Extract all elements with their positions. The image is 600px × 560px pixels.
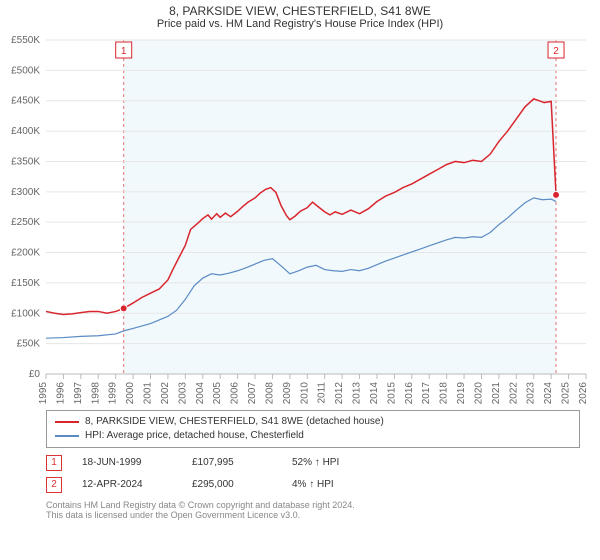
svg-text:£450K: £450K bbox=[11, 96, 40, 107]
svg-text:1997: 1997 bbox=[73, 382, 84, 405]
chart-area: £0£50K£100K£150K£200K£250K£300K£350K£400… bbox=[46, 34, 586, 404]
page-title: 8, PARKSIDE VIEW, CHESTERFIELD, S41 8WE bbox=[0, 0, 600, 18]
svg-text:1999: 1999 bbox=[108, 382, 119, 405]
sale-date: 18-JUN-1999 bbox=[82, 452, 172, 474]
svg-text:2007: 2007 bbox=[247, 382, 258, 405]
svg-text:2008: 2008 bbox=[264, 382, 275, 405]
chart-container: 8, PARKSIDE VIEW, CHESTERFIELD, S41 8WE … bbox=[0, 0, 600, 560]
svg-text:£550K: £550K bbox=[11, 35, 40, 46]
sale-date: 12-APR-2024 bbox=[82, 474, 172, 496]
chart-svg: £0£50K£100K£150K£200K£250K£300K£350K£400… bbox=[46, 34, 586, 404]
sale-price: £295,000 bbox=[192, 474, 272, 496]
footer-line-1: Contains HM Land Registry data © Crown c… bbox=[46, 500, 580, 510]
legend-row: 8, PARKSIDE VIEW, CHESTERFIELD, S41 8WE … bbox=[55, 415, 571, 429]
legend: 8, PARKSIDE VIEW, CHESTERFIELD, S41 8WE … bbox=[46, 410, 580, 448]
legend-swatch bbox=[55, 421, 79, 423]
svg-text:2026: 2026 bbox=[578, 382, 589, 405]
svg-text:2014: 2014 bbox=[369, 382, 380, 405]
sale-delta: 4% ↑ HPI bbox=[292, 474, 334, 496]
page-subtitle: Price paid vs. HM Land Registry's House … bbox=[0, 18, 600, 34]
svg-text:1996: 1996 bbox=[55, 382, 66, 405]
svg-text:£200K: £200K bbox=[11, 248, 40, 259]
svg-text:2011: 2011 bbox=[317, 382, 328, 404]
sale-rows: 1 18-JUN-1999 £107,995 52% ↑ HPI 2 12-APR-202… bbox=[46, 452, 580, 496]
sale-price: £107,995 bbox=[192, 452, 272, 474]
svg-text:2016: 2016 bbox=[404, 382, 415, 405]
sale-row: 1 18-JUN-1999 £107,995 52% ↑ HPI bbox=[46, 452, 580, 474]
svg-text:2024: 2024 bbox=[543, 382, 554, 405]
svg-text:2025: 2025 bbox=[561, 382, 572, 405]
svg-text:2018: 2018 bbox=[439, 382, 450, 405]
svg-text:2023: 2023 bbox=[526, 382, 537, 405]
svg-text:2019: 2019 bbox=[456, 382, 467, 405]
svg-text:2022: 2022 bbox=[508, 382, 519, 405]
svg-text:£150K: £150K bbox=[11, 278, 40, 289]
svg-text:£100K: £100K bbox=[11, 308, 40, 319]
legend-row: HPI: Average price, detached house, Ches… bbox=[55, 429, 571, 443]
svg-text:£300K: £300K bbox=[11, 187, 40, 198]
svg-text:2001: 2001 bbox=[143, 382, 154, 405]
footer: Contains HM Land Registry data © Crown c… bbox=[46, 500, 580, 520]
svg-text:£0: £0 bbox=[29, 369, 41, 380]
svg-text:2000: 2000 bbox=[125, 382, 136, 405]
svg-text:2: 2 bbox=[553, 46, 559, 57]
svg-text:£500K: £500K bbox=[11, 65, 40, 76]
svg-text:2006: 2006 bbox=[230, 382, 241, 405]
svg-text:1998: 1998 bbox=[90, 382, 101, 405]
svg-text:£350K: £350K bbox=[11, 156, 40, 167]
legend-label: 8, PARKSIDE VIEW, CHESTERFIELD, S41 8WE … bbox=[85, 415, 384, 429]
svg-text:1995: 1995 bbox=[38, 382, 49, 405]
legend-swatch bbox=[55, 435, 79, 437]
svg-text:2017: 2017 bbox=[421, 382, 432, 405]
svg-text:2012: 2012 bbox=[334, 382, 345, 405]
svg-text:£50K: £50K bbox=[17, 339, 41, 350]
sale-delta: 52% ↑ HPI bbox=[292, 452, 339, 474]
svg-text:2009: 2009 bbox=[282, 382, 293, 405]
svg-text:£250K: £250K bbox=[11, 217, 40, 228]
svg-text:2003: 2003 bbox=[177, 382, 188, 405]
svg-text:2015: 2015 bbox=[386, 382, 397, 405]
svg-text:2020: 2020 bbox=[473, 382, 484, 405]
svg-text:2010: 2010 bbox=[299, 382, 310, 405]
svg-text:2005: 2005 bbox=[212, 382, 223, 405]
sale-badge: 2 bbox=[46, 477, 62, 493]
legend-label: HPI: Average price, detached house, Ches… bbox=[85, 429, 304, 443]
svg-text:2002: 2002 bbox=[160, 382, 171, 405]
svg-text:2004: 2004 bbox=[195, 382, 206, 405]
footer-line-2: This data is licensed under the Open Gov… bbox=[46, 510, 580, 520]
svg-text:£400K: £400K bbox=[11, 126, 40, 137]
svg-text:2021: 2021 bbox=[491, 382, 502, 405]
sale-row: 2 12-APR-2024 £295,000 4% ↑ HPI bbox=[46, 474, 580, 496]
sale-badge: 1 bbox=[46, 455, 62, 471]
svg-text:2013: 2013 bbox=[352, 382, 363, 405]
svg-text:1: 1 bbox=[121, 46, 127, 57]
